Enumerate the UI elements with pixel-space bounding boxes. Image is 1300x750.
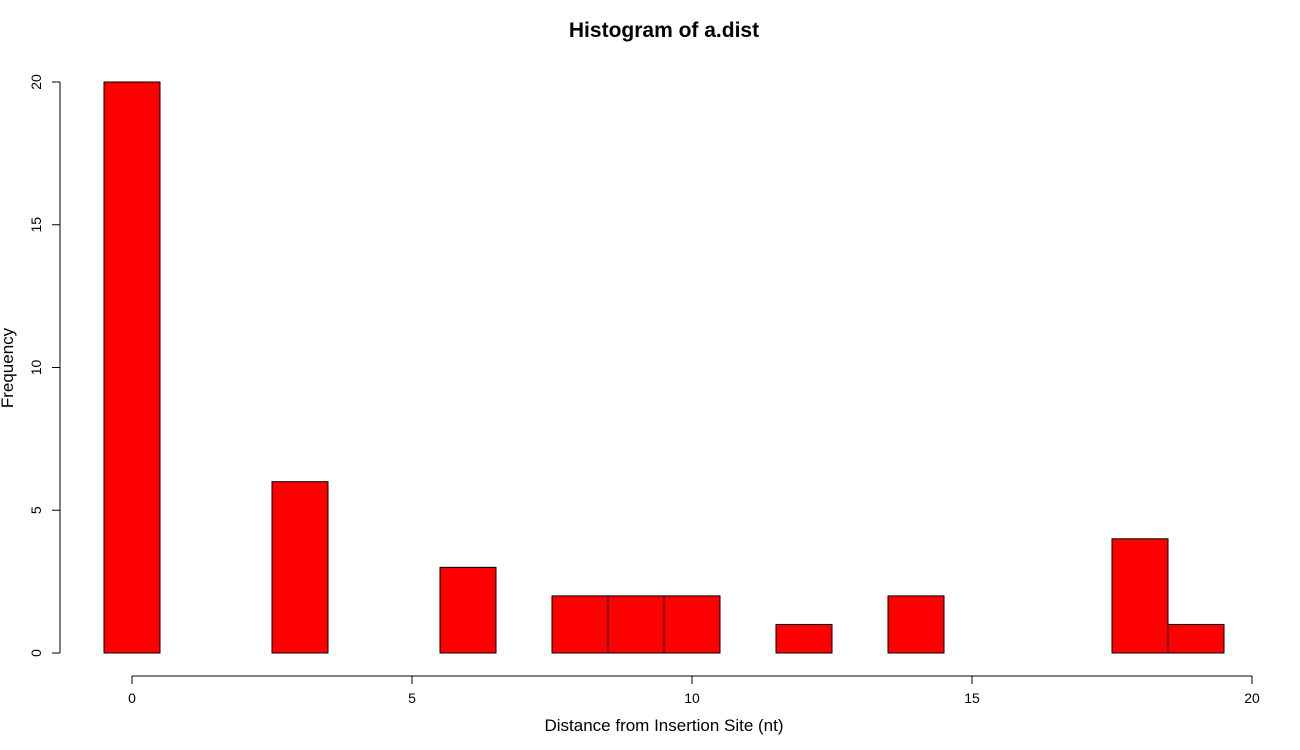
histogram-bar-8 — [551, 595, 609, 654]
y-tick-label-0: 0 — [28, 649, 44, 657]
x-tick-label-5: 5 — [408, 690, 416, 706]
histogram-bar-14 — [887, 595, 945, 654]
histogram-bar-0 — [103, 81, 161, 654]
histogram-bar-6 — [439, 566, 497, 654]
y-tick-label-20: 20 — [28, 74, 44, 90]
histogram-bar-12 — [775, 623, 833, 654]
x-tick-label-0: 0 — [128, 690, 136, 706]
y-tick-label-10: 10 — [28, 360, 44, 376]
y-tick-label-5: 5 — [28, 506, 44, 514]
chart-title: Histogram of a.dist — [569, 19, 759, 42]
histogram-bar-18 — [1111, 538, 1169, 654]
bars-layer — [103, 81, 1225, 654]
x-axis-label: Distance from Insertion Site (nt) — [544, 716, 783, 735]
histogram-bar-19 — [1167, 623, 1225, 654]
x-tick-label-20: 20 — [1244, 690, 1260, 706]
x-tick-label-15: 15 — [964, 690, 980, 706]
histogram-bar-9 — [607, 595, 665, 654]
histogram-bar-10 — [663, 595, 721, 654]
x-axis: 0 5 10 15 20 — [128, 675, 1260, 706]
y-axis-label: Frequency — [0, 327, 17, 408]
y-tick-label-15: 15 — [28, 217, 44, 233]
histogram-bar-3 — [271, 481, 329, 654]
y-axis: 0 5 10 15 20 — [28, 74, 61, 657]
x-tick-label-10: 10 — [684, 690, 700, 706]
